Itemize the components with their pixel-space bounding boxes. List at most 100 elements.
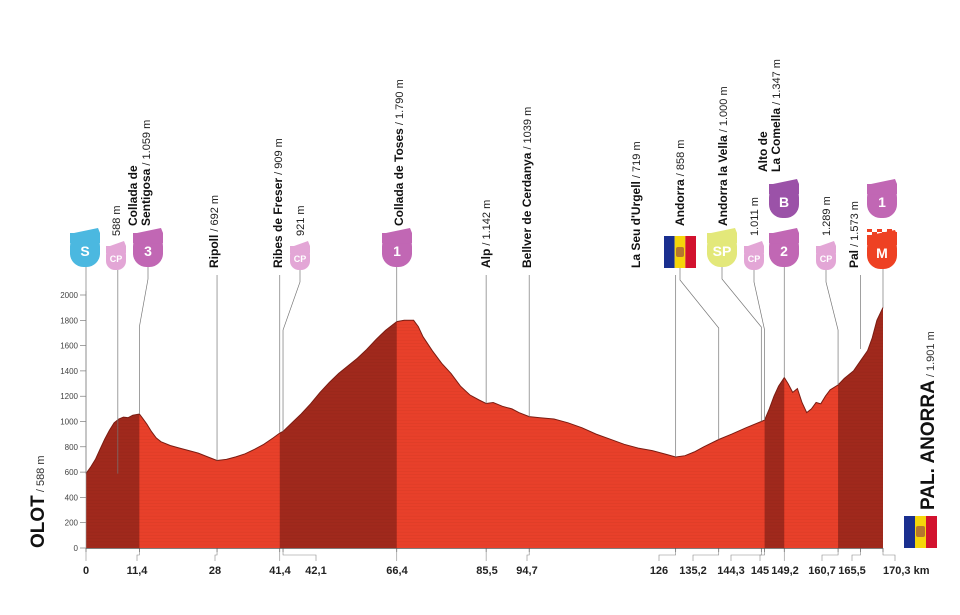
location-name: Ribes de Freser xyxy=(271,178,285,268)
cp-badge-tab xyxy=(748,241,764,246)
x-tick-label: 94,7 xyxy=(516,565,537,577)
marker-14: CP 1.289 m xyxy=(816,196,839,385)
meta-badge-text: M xyxy=(876,245,888,261)
sprint-badge: SP xyxy=(707,228,737,267)
cp-badge: CP xyxy=(290,241,310,270)
finish-altitude: / 1.901 m xyxy=(925,331,937,380)
marker-5: CP 921 m xyxy=(282,205,310,432)
sprint-badge-tab xyxy=(711,228,737,233)
y-tick-label: 1800 xyxy=(60,316,78,325)
location-label: Pal / 1.573 m xyxy=(847,201,861,268)
location-altitude: / 909 m xyxy=(273,138,285,178)
marker-11: SP Andorra la Vella / 1.000 m xyxy=(707,86,762,422)
marker-4: Ribes de Freser / 909 m xyxy=(271,138,285,434)
checkpoint-altitude: 588 m xyxy=(111,205,123,236)
x-tick-connector xyxy=(759,552,765,561)
leader-line xyxy=(139,267,149,415)
flag-crest xyxy=(916,526,925,537)
leader-line xyxy=(679,268,720,440)
x-tick-connector xyxy=(851,552,861,561)
location-altitude: / 1039 m xyxy=(522,107,534,153)
marker-1: CP 588 m xyxy=(106,205,126,474)
checker-square xyxy=(867,229,872,232)
start-label: OLOT / 588 m xyxy=(28,455,49,548)
leader-line xyxy=(282,270,301,432)
flag-red xyxy=(685,236,696,268)
location-label: Andorra la Vella / 1.000 m xyxy=(716,86,730,226)
cp-badge-top xyxy=(106,246,126,254)
location-label: Collada de Toses / 1.790 m xyxy=(392,79,406,226)
x-tick-label: 144,3 xyxy=(717,565,745,577)
cp-badge-tab xyxy=(110,241,126,246)
x-tick-label: 28 xyxy=(209,565,221,577)
checkpoint-altitude: 1.011 m xyxy=(749,197,761,236)
x-tick-connector xyxy=(882,552,896,561)
cp-badge-tab xyxy=(294,241,310,246)
climb-badge-tab xyxy=(773,228,799,233)
x-tick-label: 160,7 xyxy=(808,565,836,577)
marker-0: S xyxy=(70,228,100,474)
climb-segment-1 xyxy=(279,307,397,548)
marker-13: 2 B Alto deLa Comella / 1.347 m xyxy=(756,59,799,378)
end-labels: OLOT / 588 m PAL. ANORRA / 1.901 m xyxy=(28,331,939,548)
x-tick-label: 66,4 xyxy=(386,565,408,577)
marker-12: CP 1.011 m xyxy=(744,197,765,421)
climb-badge: 3 xyxy=(133,228,163,267)
y-tick-label: 200 xyxy=(65,519,79,528)
checker-square xyxy=(892,232,897,235)
location-name: Alp xyxy=(479,249,493,268)
x-tick-label: 135,2 xyxy=(679,565,707,577)
marker-15: Pal / 1.573 m xyxy=(847,201,861,350)
x-tick-connector xyxy=(526,552,530,561)
x-tick-connector xyxy=(658,552,676,561)
y-tick-label: 0 xyxy=(74,544,79,553)
location-name: Pal xyxy=(847,250,861,268)
marker-6: 1 Collada de Toses / 1.790 m xyxy=(382,79,412,322)
marker-2: 3 Collada deSentigosa / 1.059 m xyxy=(126,120,163,415)
x-tick-label: 145 xyxy=(751,565,769,577)
x-tick-label: 0 xyxy=(83,565,89,577)
x-tick-label: 165,5 xyxy=(838,565,866,577)
flag-crest xyxy=(676,247,684,257)
leader-line xyxy=(721,267,762,422)
meta-badge-top xyxy=(867,235,897,246)
location-label: Alp / 1.142 m xyxy=(479,200,493,268)
finish-name: PAL. ANORRA xyxy=(918,380,939,510)
andorra-flag-icon xyxy=(904,516,937,548)
marker-8: Bellver de Cerdanya / 1039 m xyxy=(520,107,534,417)
cp-badge-top xyxy=(744,246,764,254)
y-tick-label: 1600 xyxy=(60,342,78,351)
climb-badge-top xyxy=(867,184,897,195)
climb-segment-0 xyxy=(86,307,140,548)
route-markers: S CP 588 m 3 Collada deSentigosa / 1.059 m Ri… xyxy=(70,59,897,474)
bonus-badge-tab xyxy=(773,179,799,184)
flag-red xyxy=(926,516,937,548)
location-name: Andorra la Vella xyxy=(716,135,730,226)
climb-badge: 2 xyxy=(769,228,799,267)
location-label: Collada deSentigosa / 1.059 m xyxy=(126,120,153,226)
location-altitude: / 1.573 m xyxy=(849,201,861,250)
marker-9: La Seu d'Urgell / 719 m xyxy=(629,141,677,458)
x-tick-label: 42,1 xyxy=(305,565,326,577)
checker-square xyxy=(882,232,887,235)
bonus-badge-top xyxy=(769,184,799,195)
y-tick-label: 800 xyxy=(65,443,79,452)
location-altitude: / 692 m xyxy=(209,195,221,235)
x-tick-connector xyxy=(214,552,218,561)
leader-line xyxy=(825,270,839,385)
location-name: Collada de Toses xyxy=(392,128,406,226)
location-altitude: / 1.000 m xyxy=(718,86,730,135)
location-altitude: / 1.059 m xyxy=(141,120,153,169)
location-name: Ripoll xyxy=(207,235,221,268)
y-tick-label: 1200 xyxy=(60,392,78,401)
x-tick-label: 85,5 xyxy=(476,565,497,577)
x-axis: 0 11,4 28 41,4 42,1 66,4 85,5 94,7 126 135,2 144,3… xyxy=(83,548,930,577)
checkpoint-altitude: 1.289 m xyxy=(821,196,833,236)
location-label: Andorra / 858 m xyxy=(673,140,687,226)
sprint-badge-top xyxy=(707,233,737,244)
flag-blue xyxy=(904,516,915,548)
start-badge: S xyxy=(70,228,100,267)
marker-3: Ripoll / 692 m xyxy=(207,195,221,461)
x-tick-connector xyxy=(692,552,720,561)
